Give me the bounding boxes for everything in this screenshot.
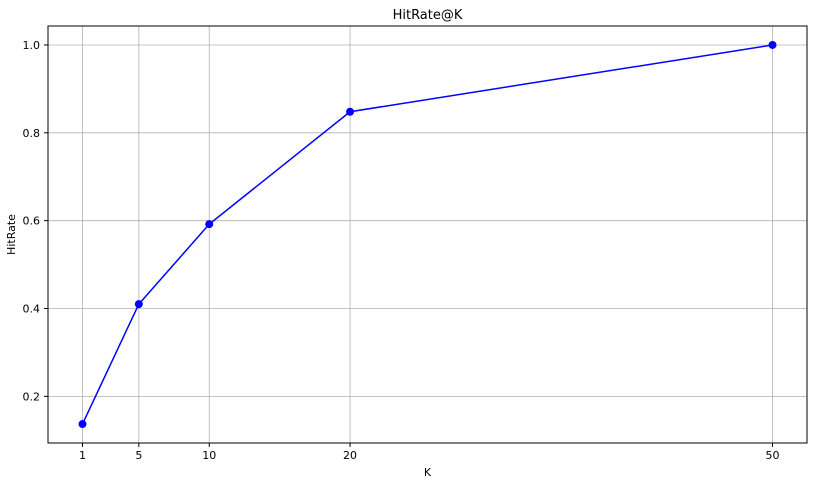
y-tick-label: 0.2 xyxy=(23,390,41,403)
ticks-layer: 1 5 10 20 50 0.2 0.4 0.6 0.8 1.0 xyxy=(23,39,780,462)
data-point xyxy=(205,220,214,229)
y-tick-label: 1.0 xyxy=(23,39,41,52)
y-tick-label: 0.4 xyxy=(23,303,41,316)
series-layer xyxy=(78,40,777,429)
data-point xyxy=(768,40,777,49)
data-point xyxy=(346,107,355,116)
x-tick-label: 5 xyxy=(135,449,142,462)
x-tick-label: 20 xyxy=(343,449,357,462)
plot-frame xyxy=(47,25,808,444)
x-axis-label: K xyxy=(424,466,432,479)
y-tick-label: 0.6 xyxy=(23,215,41,228)
x-tick-label: 10 xyxy=(202,449,216,462)
data-point xyxy=(78,420,87,429)
y-axis-label: HitRate xyxy=(5,214,18,255)
chart-title: HitRate@K xyxy=(393,8,463,23)
data-point xyxy=(134,300,143,309)
x-tick-label: 1 xyxy=(79,449,86,462)
x-tick-label: 50 xyxy=(766,449,780,462)
series-line xyxy=(81,44,773,425)
y-tick-label: 0.8 xyxy=(23,127,41,140)
grid xyxy=(48,26,807,443)
